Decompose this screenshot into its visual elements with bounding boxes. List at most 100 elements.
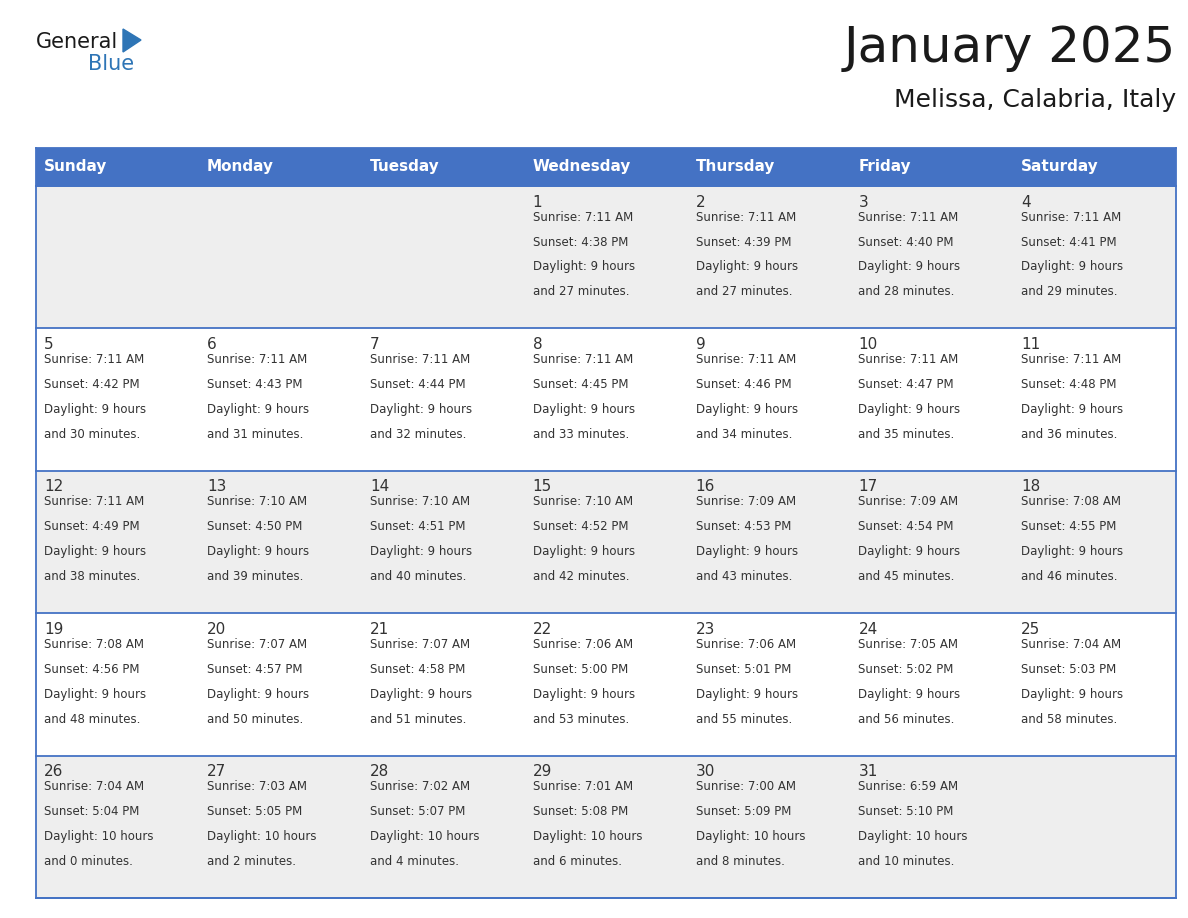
Text: and 27 minutes.: and 27 minutes. xyxy=(532,285,630,298)
Text: Sunset: 4:38 PM: Sunset: 4:38 PM xyxy=(532,236,628,249)
Text: Daylight: 9 hours: Daylight: 9 hours xyxy=(859,261,961,274)
Text: Wednesday: Wednesday xyxy=(532,160,631,174)
Text: 27: 27 xyxy=(207,764,226,779)
Text: 30: 30 xyxy=(695,764,715,779)
Text: Sunset: 4:52 PM: Sunset: 4:52 PM xyxy=(532,521,628,533)
Text: Sunrise: 7:01 AM: Sunrise: 7:01 AM xyxy=(532,780,633,793)
Text: Sunset: 4:43 PM: Sunset: 4:43 PM xyxy=(207,378,303,391)
Text: January 2025: January 2025 xyxy=(843,24,1176,72)
Text: Daylight: 9 hours: Daylight: 9 hours xyxy=(859,403,961,416)
Text: 14: 14 xyxy=(369,479,390,495)
Text: and 10 minutes.: and 10 minutes. xyxy=(859,855,955,868)
Bar xyxy=(36,148,198,186)
Text: Sunrise: 7:06 AM: Sunrise: 7:06 AM xyxy=(532,638,633,651)
Text: Daylight: 10 hours: Daylight: 10 hours xyxy=(532,830,643,843)
Text: and 53 minutes.: and 53 minutes. xyxy=(532,712,628,725)
Text: 18: 18 xyxy=(1022,479,1041,495)
Text: Sunset: 4:41 PM: Sunset: 4:41 PM xyxy=(1022,236,1117,249)
Text: 3: 3 xyxy=(859,195,868,209)
Text: and 27 minutes.: and 27 minutes. xyxy=(695,285,792,298)
Text: Daylight: 9 hours: Daylight: 9 hours xyxy=(1022,261,1124,274)
Text: Daylight: 9 hours: Daylight: 9 hours xyxy=(207,403,309,416)
Text: 31: 31 xyxy=(859,764,878,779)
Text: Sunset: 5:08 PM: Sunset: 5:08 PM xyxy=(532,805,628,818)
Text: Sunrise: 7:11 AM: Sunrise: 7:11 AM xyxy=(859,353,959,366)
Text: 23: 23 xyxy=(695,621,715,637)
Text: and 0 minutes.: and 0 minutes. xyxy=(44,855,133,868)
Text: and 40 minutes.: and 40 minutes. xyxy=(369,570,466,583)
Text: Blue: Blue xyxy=(88,54,134,74)
Text: Daylight: 9 hours: Daylight: 9 hours xyxy=(695,403,797,416)
Text: Daylight: 9 hours: Daylight: 9 hours xyxy=(369,403,472,416)
Text: Daylight: 10 hours: Daylight: 10 hours xyxy=(207,830,316,843)
Text: Sunrise: 7:10 AM: Sunrise: 7:10 AM xyxy=(532,496,633,509)
Text: Sunset: 4:57 PM: Sunset: 4:57 PM xyxy=(207,663,303,676)
Text: and 36 minutes.: and 36 minutes. xyxy=(1022,428,1118,441)
Text: and 42 minutes.: and 42 minutes. xyxy=(532,570,630,583)
Text: Sunrise: 7:09 AM: Sunrise: 7:09 AM xyxy=(859,496,959,509)
Text: Daylight: 9 hours: Daylight: 9 hours xyxy=(44,688,146,700)
Text: Sunrise: 7:10 AM: Sunrise: 7:10 AM xyxy=(369,496,470,509)
Text: Daylight: 9 hours: Daylight: 9 hours xyxy=(695,688,797,700)
Text: 16: 16 xyxy=(695,479,715,495)
Text: Sunset: 5:09 PM: Sunset: 5:09 PM xyxy=(695,805,791,818)
Text: Sunset: 4:58 PM: Sunset: 4:58 PM xyxy=(369,663,466,676)
Text: and 28 minutes.: and 28 minutes. xyxy=(859,285,955,298)
Text: Daylight: 9 hours: Daylight: 9 hours xyxy=(1022,545,1124,558)
Text: and 58 minutes.: and 58 minutes. xyxy=(1022,712,1118,725)
Text: Sunrise: 7:05 AM: Sunrise: 7:05 AM xyxy=(859,638,959,651)
Text: Sunrise: 7:11 AM: Sunrise: 7:11 AM xyxy=(44,353,145,366)
Bar xyxy=(198,148,361,186)
Text: Thursday: Thursday xyxy=(695,160,775,174)
Text: and 34 minutes.: and 34 minutes. xyxy=(695,428,792,441)
Bar xyxy=(36,756,1176,898)
Text: Sunset: 5:05 PM: Sunset: 5:05 PM xyxy=(207,805,302,818)
Text: 4: 4 xyxy=(1022,195,1031,209)
Text: and 6 minutes.: and 6 minutes. xyxy=(532,855,621,868)
Text: Daylight: 9 hours: Daylight: 9 hours xyxy=(859,688,961,700)
Text: 26: 26 xyxy=(44,764,63,779)
Bar xyxy=(851,148,1013,186)
Text: Sunrise: 6:59 AM: Sunrise: 6:59 AM xyxy=(859,780,959,793)
Text: Sunrise: 7:11 AM: Sunrise: 7:11 AM xyxy=(532,210,633,224)
Text: Sunset: 4:53 PM: Sunset: 4:53 PM xyxy=(695,521,791,533)
Text: Sunrise: 7:00 AM: Sunrise: 7:00 AM xyxy=(695,780,796,793)
Text: and 39 minutes.: and 39 minutes. xyxy=(207,570,303,583)
Text: Sunset: 4:39 PM: Sunset: 4:39 PM xyxy=(695,236,791,249)
Text: 13: 13 xyxy=(207,479,227,495)
Text: Daylight: 10 hours: Daylight: 10 hours xyxy=(859,830,968,843)
Text: Sunrise: 7:04 AM: Sunrise: 7:04 AM xyxy=(1022,638,1121,651)
Text: Sunset: 5:02 PM: Sunset: 5:02 PM xyxy=(859,663,954,676)
Text: and 8 minutes.: and 8 minutes. xyxy=(695,855,784,868)
Text: Sunset: 5:01 PM: Sunset: 5:01 PM xyxy=(695,663,791,676)
Text: 24: 24 xyxy=(859,621,878,637)
Text: Daylight: 9 hours: Daylight: 9 hours xyxy=(207,545,309,558)
Text: Sunset: 4:46 PM: Sunset: 4:46 PM xyxy=(695,378,791,391)
Text: Saturday: Saturday xyxy=(1022,160,1099,174)
Text: 2: 2 xyxy=(695,195,706,209)
Bar xyxy=(1013,148,1176,186)
Text: and 55 minutes.: and 55 minutes. xyxy=(695,712,792,725)
Text: Sunset: 5:03 PM: Sunset: 5:03 PM xyxy=(1022,663,1117,676)
Text: Sunrise: 7:11 AM: Sunrise: 7:11 AM xyxy=(44,496,145,509)
Text: Sunrise: 7:11 AM: Sunrise: 7:11 AM xyxy=(369,353,470,366)
Text: 17: 17 xyxy=(859,479,878,495)
Text: Sunrise: 7:11 AM: Sunrise: 7:11 AM xyxy=(1022,353,1121,366)
Text: Sunset: 4:47 PM: Sunset: 4:47 PM xyxy=(859,378,954,391)
Text: and 51 minutes.: and 51 minutes. xyxy=(369,712,466,725)
Text: Sunrise: 7:09 AM: Sunrise: 7:09 AM xyxy=(695,496,796,509)
Text: Daylight: 9 hours: Daylight: 9 hours xyxy=(859,545,961,558)
Text: Sunrise: 7:04 AM: Sunrise: 7:04 AM xyxy=(44,780,144,793)
Text: Sunset: 4:56 PM: Sunset: 4:56 PM xyxy=(44,663,140,676)
Text: Sunset: 5:07 PM: Sunset: 5:07 PM xyxy=(369,805,466,818)
Text: Melissa, Calabria, Italy: Melissa, Calabria, Italy xyxy=(893,88,1176,112)
Text: Sunset: 4:45 PM: Sunset: 4:45 PM xyxy=(532,378,628,391)
Text: and 33 minutes.: and 33 minutes. xyxy=(532,428,628,441)
Bar xyxy=(36,329,1176,471)
Text: Sunset: 4:51 PM: Sunset: 4:51 PM xyxy=(369,521,466,533)
Text: 22: 22 xyxy=(532,621,552,637)
Text: Sunrise: 7:11 AM: Sunrise: 7:11 AM xyxy=(1022,210,1121,224)
Text: 1: 1 xyxy=(532,195,543,209)
Text: Daylight: 9 hours: Daylight: 9 hours xyxy=(532,545,634,558)
Text: Sunset: 4:55 PM: Sunset: 4:55 PM xyxy=(1022,521,1117,533)
